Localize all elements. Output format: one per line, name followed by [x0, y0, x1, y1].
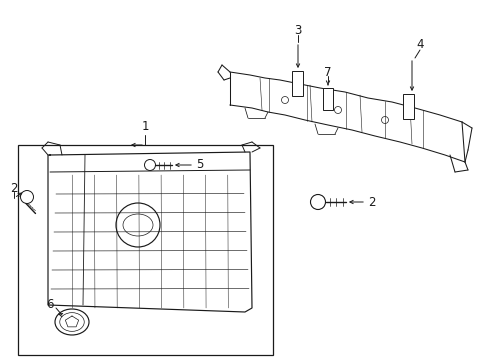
Text: 4: 4	[415, 39, 423, 51]
Text: 6: 6	[46, 298, 54, 311]
Text: 3: 3	[294, 23, 301, 36]
Bar	[402, 94, 413, 119]
Text: 2: 2	[367, 195, 375, 208]
Text: 5: 5	[196, 158, 203, 171]
Bar	[292, 71, 303, 96]
Bar	[18, 145, 272, 355]
Text: 7: 7	[324, 66, 331, 78]
Text: 1: 1	[141, 120, 148, 133]
Text: 2: 2	[10, 181, 18, 194]
Bar	[323, 88, 332, 110]
